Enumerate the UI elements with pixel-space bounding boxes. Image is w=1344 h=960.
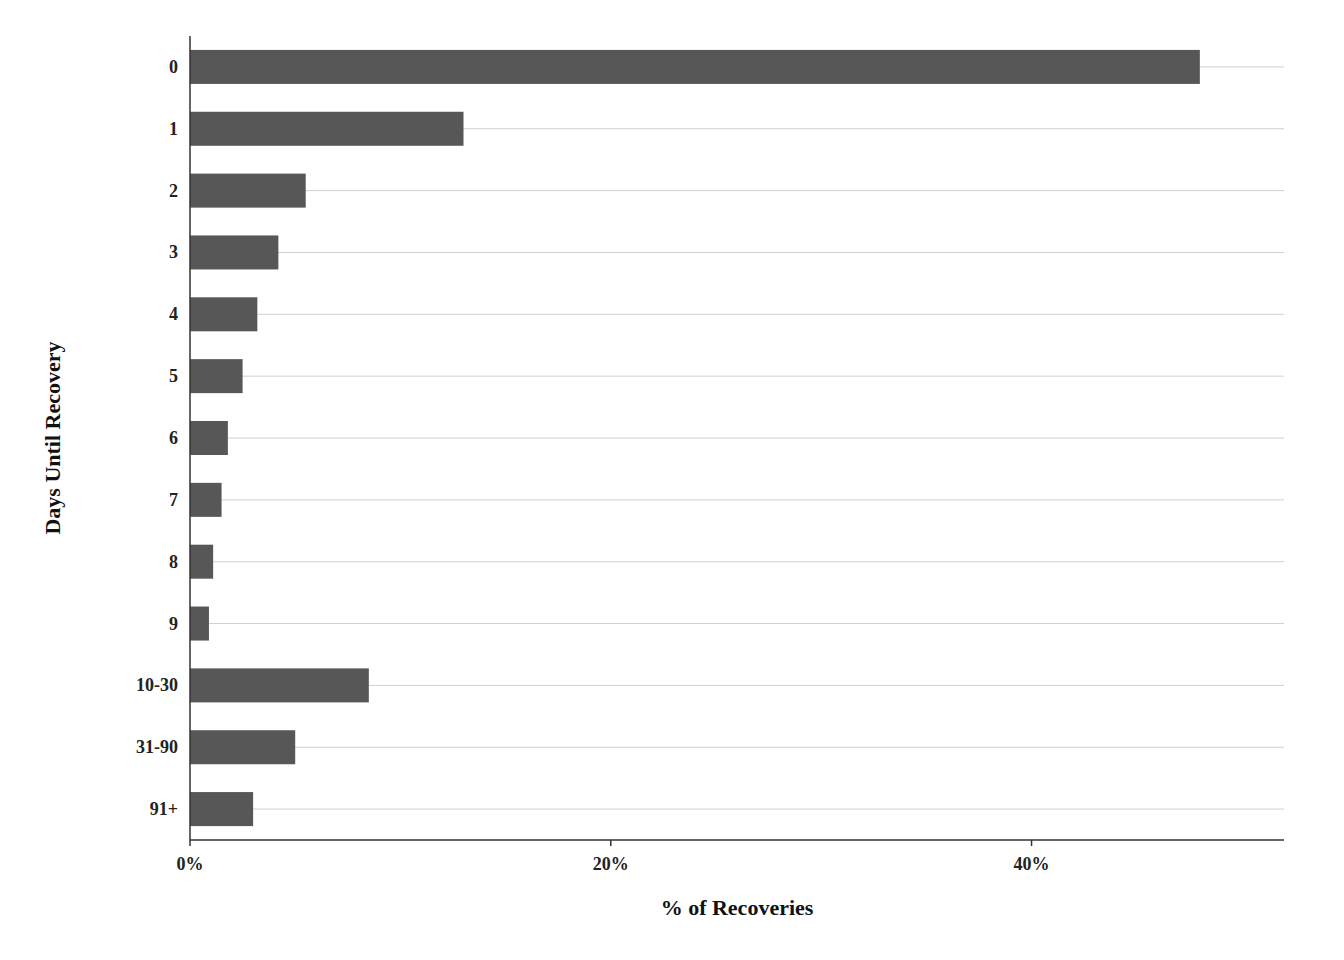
bars [190, 50, 1200, 826]
chart-container: 0% 20% 40% 0 1 2 3 4 5 6 7 8 9 10-30 31-90 91+ % of Reco… [0, 0, 1344, 960]
bar [190, 668, 369, 702]
bar [190, 359, 243, 393]
y-tick-label: 31-90 [136, 737, 178, 757]
y-tick-label: 91+ [150, 799, 178, 819]
bar [190, 792, 253, 826]
y-tick-label: 7 [169, 490, 178, 510]
x-tick-label: 0% [177, 854, 204, 874]
y-axis-label: Days Until Recovery [40, 341, 65, 534]
bar [190, 174, 306, 208]
y-tick-label: 2 [169, 181, 178, 201]
bar [190, 545, 213, 579]
axes: 0% 20% 40% 0 1 2 3 4 5 6 7 8 9 10-30 31-90 91+ [136, 36, 1284, 874]
bar [190, 297, 257, 331]
grid-line [190, 561, 1284, 562]
grid-line [190, 809, 1284, 810]
grid-line [190, 314, 1284, 315]
y-tick-label: 9 [169, 614, 178, 634]
y-tick-label: 8 [169, 552, 178, 572]
bar [190, 607, 209, 641]
y-tick-label: 10-30 [136, 675, 178, 695]
bar [190, 421, 228, 455]
y-tick-label: 1 [169, 119, 178, 139]
x-tick-label: 40% [1014, 854, 1050, 874]
bar [190, 235, 278, 269]
grid-line [190, 190, 1284, 191]
y-axis-line [189, 36, 191, 840]
grid-line [190, 499, 1284, 500]
grid-line [190, 252, 1284, 253]
x-tick-label: 20% [593, 854, 629, 874]
bar [190, 730, 295, 764]
y-tick-label: 5 [169, 366, 178, 386]
bar [190, 50, 1200, 84]
y-tick-label: 3 [169, 242, 178, 262]
y-tick-label: 4 [169, 304, 178, 324]
x-axis-line [190, 839, 1284, 841]
bar [190, 112, 464, 146]
y-tick-label: 6 [169, 428, 178, 448]
x-tick [610, 840, 612, 846]
chart-svg: 0% 20% 40% 0 1 2 3 4 5 6 7 8 9 10-30 31-90 91+ % of Reco… [0, 0, 1344, 960]
grid-line [190, 623, 1284, 624]
x-tick [1031, 840, 1033, 846]
y-tick-label: 0 [169, 57, 178, 77]
grid [190, 67, 1284, 809]
grid-line [190, 376, 1284, 377]
bar [190, 483, 222, 517]
x-tick [189, 840, 191, 846]
grid-line [190, 747, 1284, 748]
grid-line [190, 438, 1284, 439]
x-axis-label: % of Recoveries [661, 895, 814, 920]
